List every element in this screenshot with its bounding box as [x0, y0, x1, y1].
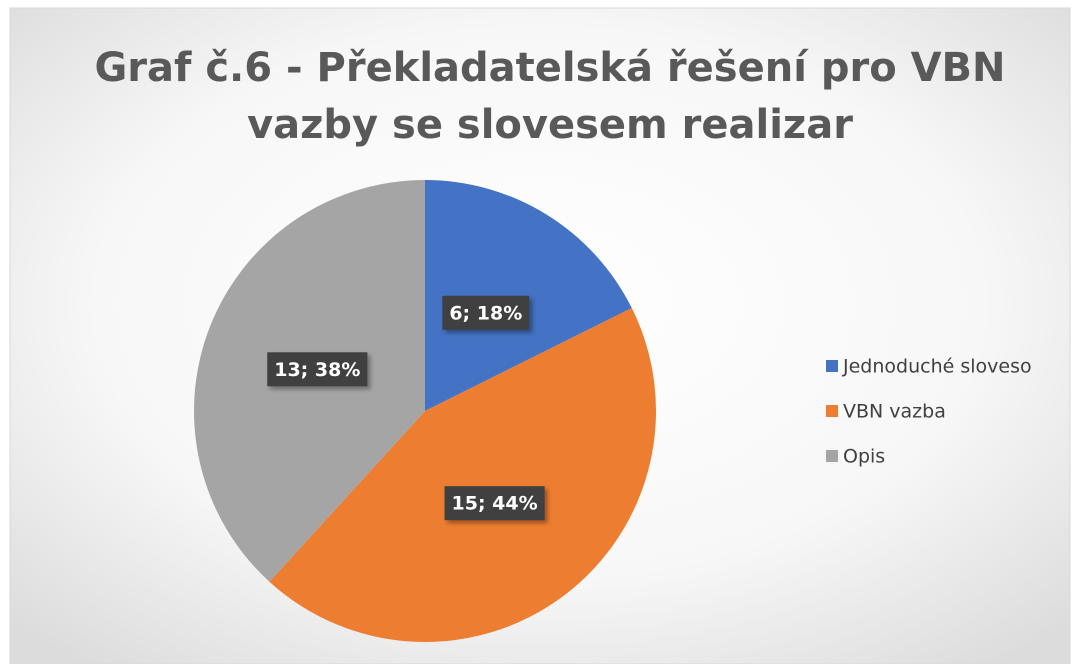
data-label: 15; 44% [452, 493, 538, 515]
legend-label: Opis [843, 446, 885, 468]
legend-swatch [826, 450, 838, 462]
data-label: 6; 18% [449, 302, 522, 324]
legend-label: Jednoduché sloveso [842, 356, 1032, 378]
data-label: 13; 38% [274, 359, 360, 381]
pie-slice [425, 180, 632, 411]
chart-title: Graf č.6 - Překladatelská řešení pro VBN [94, 45, 1005, 91]
chart-title: vazby se slovesem realizar [247, 102, 853, 148]
pie-slice [269, 308, 656, 642]
data-label-box [267, 352, 368, 387]
legend-swatch [826, 405, 838, 417]
legend-swatch [826, 360, 838, 372]
data-label-box [444, 486, 545, 521]
legend-label: VBN vazba [843, 401, 946, 423]
data-label-box [442, 295, 530, 330]
